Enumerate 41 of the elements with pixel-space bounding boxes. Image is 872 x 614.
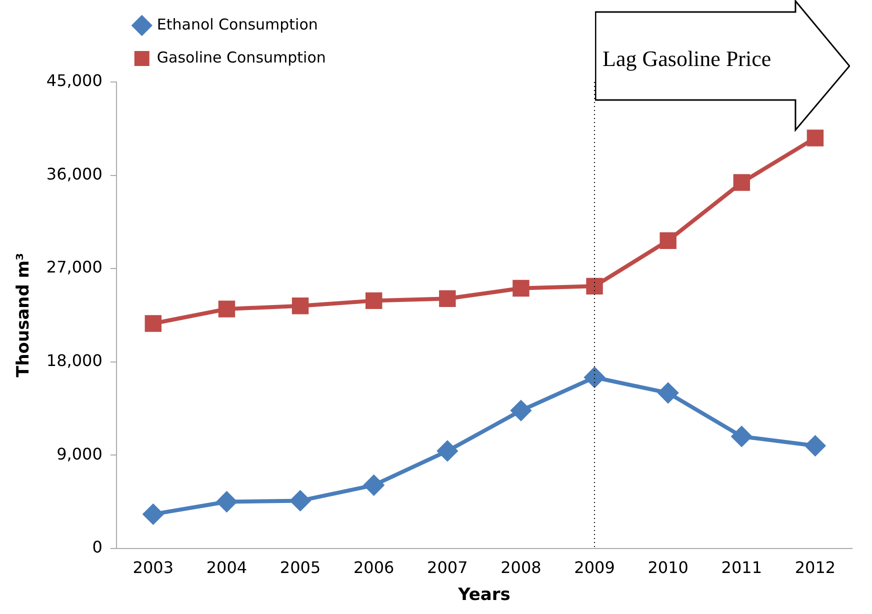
y-tick-label: 9,000 xyxy=(56,444,102,464)
legend-label: Gasoline Consumption xyxy=(156,48,326,66)
x-tick-label: 2011 xyxy=(721,558,762,578)
y-tick-label: 36,000 xyxy=(46,164,102,184)
x-axis-title: Years xyxy=(457,585,510,606)
point xyxy=(512,280,530,297)
y-axis-title: Thousand m³ xyxy=(14,252,34,378)
x-tick-label: 2012 xyxy=(794,558,836,578)
point xyxy=(660,232,676,249)
point xyxy=(292,298,309,314)
point xyxy=(510,400,531,421)
point xyxy=(805,436,826,456)
point xyxy=(144,315,162,332)
point xyxy=(218,300,236,318)
legend-label: Ethanol Consumption xyxy=(156,15,318,34)
x-tick-label: 2003 xyxy=(132,558,174,578)
x-tick-label: 2007 xyxy=(427,558,468,578)
point xyxy=(584,367,605,388)
point xyxy=(586,278,603,295)
point xyxy=(216,492,237,512)
point xyxy=(365,292,382,310)
point xyxy=(290,490,310,511)
x-tick-label: 2009 xyxy=(574,558,615,578)
y-tick-label: 45,000 xyxy=(46,71,102,90)
x-tick-label: 2006 xyxy=(353,558,394,578)
x-tick-label: 2004 xyxy=(206,558,248,578)
point xyxy=(806,130,824,146)
x-tick-label: 2005 xyxy=(280,558,321,578)
point xyxy=(439,290,456,307)
y-tick-label: 18,000 xyxy=(46,350,102,370)
y-tick-label: 27,000 xyxy=(46,258,102,277)
x-tick-label: 2010 xyxy=(648,558,688,578)
y-tick-label: 0 xyxy=(92,538,102,557)
point xyxy=(658,382,678,403)
point xyxy=(732,426,752,446)
point xyxy=(733,174,750,191)
arrow-icon: Lag Gasoline Price xyxy=(594,0,850,132)
point xyxy=(143,504,164,524)
point xyxy=(437,440,458,461)
x-tick-label: 2008 xyxy=(500,558,542,578)
point xyxy=(364,475,384,496)
